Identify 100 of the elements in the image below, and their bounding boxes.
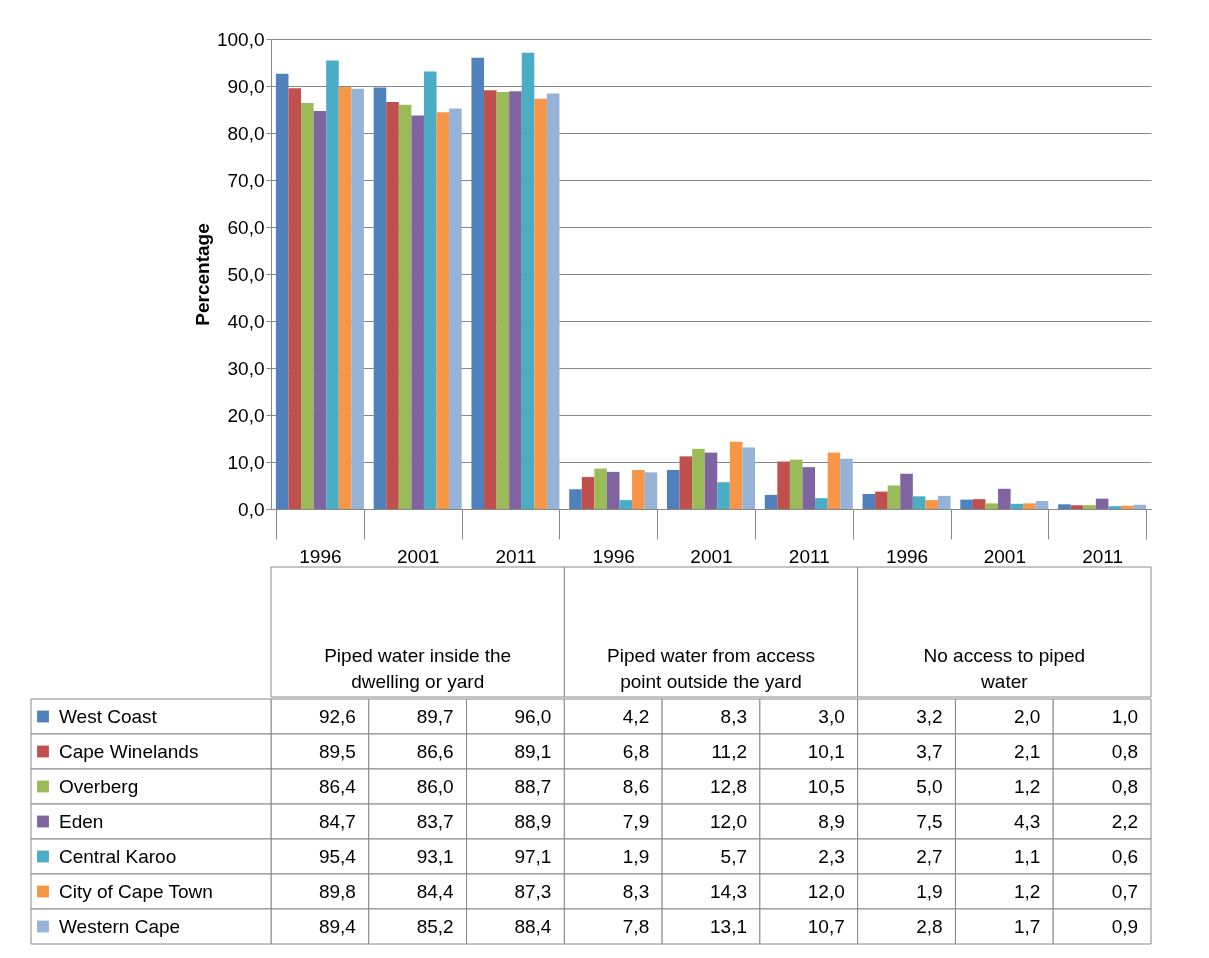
bar [496, 92, 510, 509]
data-label: 83,7 [416, 810, 454, 832]
y-tick-label: 100,0 [216, 28, 265, 50]
legend-label: Cape Winelands [59, 740, 199, 762]
y-tick-label: 80,0 [227, 122, 265, 144]
bar [972, 499, 986, 509]
data-label: 0,8 [1111, 740, 1139, 762]
bar [717, 482, 730, 509]
data-label: 89,1 [514, 740, 552, 762]
data-label: 5,0 [916, 775, 943, 797]
bar [692, 448, 705, 509]
bar [742, 447, 755, 509]
data-label: 2,8 [916, 915, 943, 937]
y-tick-label: 90,0 [227, 75, 265, 97]
bar [1035, 501, 1049, 509]
data-label: 7,9 [622, 810, 650, 832]
bar [632, 469, 645, 509]
bar [704, 452, 718, 509]
y-tick-label: 20,0 [227, 404, 265, 426]
data-label: 13,1 [710, 915, 747, 937]
legend-label: Overberg [59, 775, 139, 797]
bar [606, 471, 620, 509]
data-label: 97,1 [514, 845, 552, 867]
y-tick-label: 0,0 [238, 498, 265, 520]
bar [275, 73, 289, 509]
bar [373, 87, 387, 509]
bar [301, 102, 314, 509]
data-label: 1,1 [1013, 845, 1041, 867]
legend-label: Central Karoo [59, 845, 177, 867]
bar [815, 498, 828, 509]
bar [546, 93, 560, 509]
data-label: 1,2 [1013, 880, 1041, 902]
data-label: 87,3 [514, 880, 552, 902]
data-label: 1,0 [1111, 705, 1139, 727]
data-label: 8,3 [622, 880, 650, 902]
bar [900, 473, 913, 509]
bar [764, 494, 778, 509]
data-label: 88,9 [514, 810, 552, 832]
bar [619, 500, 633, 509]
bar [777, 461, 790, 509]
x-tick-label: 2011 [1082, 545, 1124, 567]
bar [937, 495, 951, 509]
y-tick-label: 30,0 [227, 357, 265, 379]
bar [351, 88, 364, 509]
data-label: 5,7 [720, 845, 747, 867]
bar [534, 98, 547, 509]
bar [1095, 498, 1109, 509]
data-label: 7,5 [916, 810, 943, 832]
bar [436, 112, 450, 509]
bar [326, 60, 339, 509]
x-tick-label: 1996 [299, 545, 342, 567]
bar [338, 86, 352, 509]
x-tick-label: 2001 [690, 545, 733, 567]
y-tick-label: 40,0 [227, 310, 265, 332]
data-label: 0,6 [1111, 845, 1139, 867]
bar [1010, 503, 1024, 509]
bar [411, 115, 424, 509]
bar [925, 500, 938, 509]
data-label: 88,4 [514, 915, 552, 937]
bar [985, 503, 999, 509]
data-label: 95,4 [318, 845, 357, 867]
bar [887, 485, 901, 509]
bar [802, 467, 816, 509]
bar [1023, 503, 1036, 509]
data-label: 84,7 [318, 810, 356, 832]
data-label: 89,4 [318, 915, 357, 937]
data-label: 0,7 [1111, 880, 1139, 902]
bar [581, 477, 595, 509]
bar [1133, 504, 1147, 509]
y-axis-title: Percentage [191, 223, 213, 326]
data-label: 2,7 [916, 845, 943, 867]
bar [484, 90, 497, 509]
data-label: 1,7 [1013, 915, 1041, 937]
bar [386, 101, 399, 509]
bar [398, 104, 412, 509]
bar [509, 91, 522, 509]
bar [449, 108, 462, 509]
data-label: 8,3 [720, 705, 747, 727]
bar [644, 472, 658, 509]
data-label: 93,1 [416, 845, 454, 867]
bar [827, 452, 841, 509]
data-label: 1,9 [916, 880, 943, 902]
text: Piped water inside the dwelling or yard [324, 645, 512, 692]
text: No access to piped water [923, 645, 1086, 692]
bar [1083, 505, 1096, 509]
bar [998, 488, 1011, 509]
x-tick-label: 2011 [495, 545, 537, 567]
bar [288, 88, 302, 509]
data-label: 85,2 [416, 915, 454, 937]
data-label: 1,9 [622, 845, 650, 867]
bar [1070, 505, 1084, 509]
legend-label: Eden [59, 810, 104, 832]
data-label: 10,7 [807, 915, 845, 937]
legend-label: Western Cape [59, 915, 181, 937]
bar [729, 441, 743, 509]
data-label: 0,8 [1111, 775, 1139, 797]
y-tick-label: 70,0 [227, 169, 265, 191]
bar [667, 469, 680, 509]
data-label: 3,0 [818, 705, 845, 727]
data-label: 12,8 [710, 775, 747, 797]
